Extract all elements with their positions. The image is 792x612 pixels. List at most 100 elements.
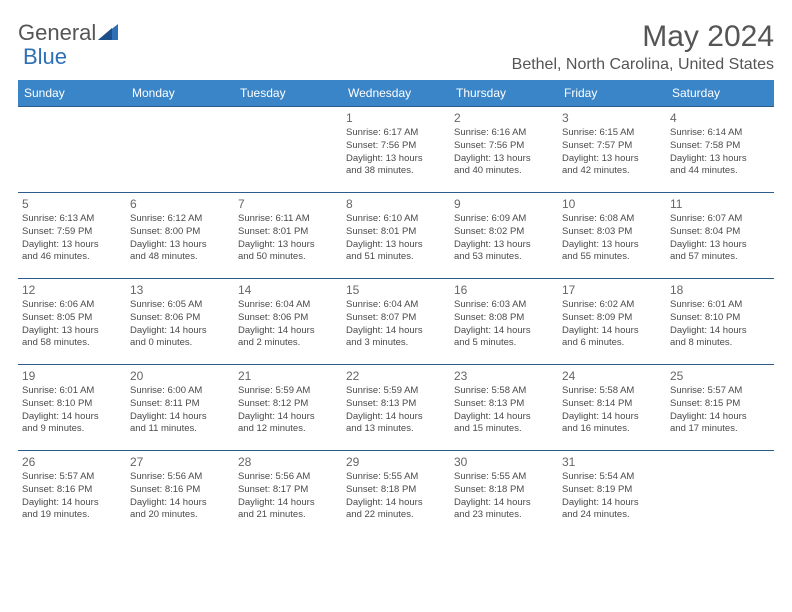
day-info: Sunrise: 5:55 AMSunset: 8:18 PMDaylight:…: [454, 471, 554, 522]
day-header: Wednesday: [342, 80, 450, 107]
calendar-day-cell: 13 Sunrise: 6:05 AMSunset: 8:06 PMDayligh…: [126, 279, 234, 365]
day-number: 31: [562, 455, 662, 469]
calendar-day-cell: 23Sunrise: 5:58 AMSunset: 8:13 PMDayligh…: [450, 365, 558, 451]
calendar-day-cell: 30 Sunrise: 5:55 AMSunset: 8:18 PMDayligh…: [450, 451, 558, 537]
day-number: 25: [670, 369, 770, 383]
logo-text-blue: Blue: [23, 44, 67, 70]
day-info: Sunrise: 6:00 AMSunset: 8:11 PMDaylight:…: [130, 385, 230, 436]
day-number: 12: [22, 283, 122, 297]
day-info: Sunrise: 6:15 AMSunset: 7:57 PMDaylight:…: [562, 127, 662, 178]
header: General May 2024 Bethel, North Carolina,…: [18, 20, 774, 74]
calendar-day-cell: 4 Sunrise: 6:14 AMSunset: 7:58 PMDaylight…: [666, 107, 774, 193]
calendar-day-cell: 15 Sunrise: 6:04 AMSunset: 8:07 PMDayligh…: [342, 279, 450, 365]
day-info: Sunrise: 6:03 AMSunset: 8:08 PMDaylight:…: [454, 299, 554, 350]
day-header: Thursday: [450, 80, 558, 107]
day-info: Sunrise: 6:01 AMSunset: 8:10 PMDaylight:…: [22, 385, 122, 436]
calendar-week-row: 1 Sunrise: 6:17 AMSunset: 7:56 PMDaylight…: [18, 107, 774, 193]
calendar-week-row: 19 Sunrise: 6:01 AMSunset: 8:10 PMDayligh…: [18, 365, 774, 451]
day-number: 10: [562, 197, 662, 211]
day-number: 5: [22, 197, 122, 211]
day-info: Sunrise: 6:02 AMSunset: 8:09 PMDaylight:…: [562, 299, 662, 350]
day-number: 18: [670, 283, 770, 297]
calendar-day-cell: 1 Sunrise: 6:17 AMSunset: 7:56 PMDaylight…: [342, 107, 450, 193]
calendar-day-cell: 20 Sunrise: 6:00 AMSunset: 8:11 PMDayligh…: [126, 365, 234, 451]
day-number: 3: [562, 111, 662, 125]
calendar-day-cell: 17Sunrise: 6:02 AMSunset: 8:09 PMDayligh…: [558, 279, 666, 365]
calendar-day-cell: 12 Sunrise: 6:06 AMSunset: 8:05 PMDayligh…: [18, 279, 126, 365]
calendar-day-cell: 5 Sunrise: 6:13 AMSunset: 7:59 PMDaylight…: [18, 193, 126, 279]
calendar-empty-cell: [234, 107, 342, 193]
day-info: Sunrise: 6:07 AMSunset: 8:04 PMDaylight:…: [670, 213, 770, 264]
day-number: 13: [130, 283, 230, 297]
day-info: Sunrise: 5:57 AMSunset: 8:15 PMDaylight:…: [670, 385, 770, 436]
day-number: 30: [454, 455, 554, 469]
day-info: Sunrise: 6:14 AMSunset: 7:58 PMDaylight:…: [670, 127, 770, 178]
day-info: Sunrise: 6:06 AMSunset: 8:05 PMDaylight:…: [22, 299, 122, 350]
day-info: Sunrise: 6:04 AMSunset: 8:06 PMDaylight:…: [238, 299, 338, 350]
day-number: 2: [454, 111, 554, 125]
calendar-day-cell: 9 Sunrise: 6:09 AMSunset: 8:02 PMDaylight…: [450, 193, 558, 279]
day-number: 16: [454, 283, 554, 297]
day-info: Sunrise: 5:56 AMSunset: 8:17 PMDaylight:…: [238, 471, 338, 522]
day-number: 20: [130, 369, 230, 383]
day-number: 8: [346, 197, 446, 211]
day-number: 4: [670, 111, 770, 125]
day-number: 7: [238, 197, 338, 211]
calendar-day-cell: 7Sunrise: 6:11 AMSunset: 8:01 PMDaylight…: [234, 193, 342, 279]
day-header: Friday: [558, 80, 666, 107]
day-number: 14: [238, 283, 338, 297]
day-info: Sunrise: 6:05 AMSunset: 8:06 PMDaylight:…: [130, 299, 230, 350]
calendar-day-cell: 28Sunrise: 5:56 AMSunset: 8:17 PMDayligh…: [234, 451, 342, 537]
calendar-day-cell: 27Sunrise: 5:56 AMSunset: 8:16 PMDayligh…: [126, 451, 234, 537]
calendar-week-row: 26 Sunrise: 5:57 AMSunset: 8:16 PMDayligh…: [18, 451, 774, 537]
day-info: Sunrise: 6:13 AMSunset: 7:59 PMDaylight:…: [22, 213, 122, 264]
day-number: 11: [670, 197, 770, 211]
day-info: Sunrise: 5:54 AMSunset: 8:19 PMDaylight:…: [562, 471, 662, 522]
logo-text-general: General: [18, 20, 96, 46]
day-info: Sunrise: 5:59 AMSunset: 8:12 PMDaylight:…: [238, 385, 338, 436]
calendar-day-cell: 21 Sunrise: 5:59 AMSunset: 8:12 PMDayligh…: [234, 365, 342, 451]
calendar-day-cell: 6 Sunrise: 6:12 AMSunset: 8:00 PMDaylight…: [126, 193, 234, 279]
day-info: Sunrise: 6:09 AMSunset: 8:02 PMDaylight:…: [454, 213, 554, 264]
calendar-day-cell: 14 Sunrise: 6:04 AMSunset: 8:06 PMDayligh…: [234, 279, 342, 365]
calendar-day-cell: 10 Sunrise: 6:08 AMSunset: 8:03 PMDayligh…: [558, 193, 666, 279]
location-text: Bethel, North Carolina, United States: [512, 56, 774, 74]
calendar-day-cell: 18 Sunrise: 6:01 AMSunset: 8:10 PMDayligh…: [666, 279, 774, 365]
day-number: 9: [454, 197, 554, 211]
day-number: 19: [22, 369, 122, 383]
calendar-day-cell: 11 Sunrise: 6:07 AMSunset: 8:04 PMDayligh…: [666, 193, 774, 279]
day-info: Sunrise: 5:59 AMSunset: 8:13 PMDaylight:…: [346, 385, 446, 436]
day-info: Sunrise: 5:55 AMSunset: 8:18 PMDaylight:…: [346, 471, 446, 522]
day-number: 22: [346, 369, 446, 383]
calendar-table: SundayMondayTuesdayWednesdayThursdayFrid…: [18, 80, 774, 537]
calendar-week-row: 12 Sunrise: 6:06 AMSunset: 8:05 PMDayligh…: [18, 279, 774, 365]
day-info: Sunrise: 5:57 AMSunset: 8:16 PMDaylight:…: [22, 471, 122, 522]
day-header: Monday: [126, 80, 234, 107]
day-info: Sunrise: 6:01 AMSunset: 8:10 PMDaylight:…: [670, 299, 770, 350]
day-header: Tuesday: [234, 80, 342, 107]
day-info: Sunrise: 6:08 AMSunset: 8:03 PMDaylight:…: [562, 213, 662, 264]
day-info: Sunrise: 6:16 AMSunset: 7:56 PMDaylight:…: [454, 127, 554, 178]
logo: General: [18, 20, 120, 46]
day-header-row: SundayMondayTuesdayWednesdayThursdayFrid…: [18, 80, 774, 107]
calendar-day-cell: 8 Sunrise: 6:10 AMSunset: 8:01 PMDaylight…: [342, 193, 450, 279]
day-number: 26: [22, 455, 122, 469]
calendar-day-cell: 3 Sunrise: 6:15 AMSunset: 7:57 PMDaylight…: [558, 107, 666, 193]
day-number: 15: [346, 283, 446, 297]
calendar-day-cell: 31 Sunrise: 5:54 AMSunset: 8:19 PMDayligh…: [558, 451, 666, 537]
calendar-day-cell: 22 Sunrise: 5:59 AMSunset: 8:13 PMDayligh…: [342, 365, 450, 451]
day-info: Sunrise: 6:12 AMSunset: 8:00 PMDaylight:…: [130, 213, 230, 264]
title-block: May 2024 Bethel, North Carolina, United …: [512, 20, 774, 74]
day-number: 21: [238, 369, 338, 383]
day-info: Sunrise: 6:17 AMSunset: 7:56 PMDaylight:…: [346, 127, 446, 178]
calendar-day-cell: 19 Sunrise: 6:01 AMSunset: 8:10 PMDayligh…: [18, 365, 126, 451]
day-number: 29: [346, 455, 446, 469]
day-number: 6: [130, 197, 230, 211]
day-info: Sunrise: 6:10 AMSunset: 8:01 PMDaylight:…: [346, 213, 446, 264]
day-info: Sunrise: 6:04 AMSunset: 8:07 PMDaylight:…: [346, 299, 446, 350]
calendar-week-row: 5 Sunrise: 6:13 AMSunset: 7:59 PMDaylight…: [18, 193, 774, 279]
day-info: Sunrise: 5:58 AMSunset: 8:13 PMDaylight:…: [454, 385, 554, 436]
calendar-day-cell: 25 Sunrise: 5:57 AMSunset: 8:15 PMDayligh…: [666, 365, 774, 451]
day-info: Sunrise: 5:56 AMSunset: 8:16 PMDaylight:…: [130, 471, 230, 522]
day-number: 1: [346, 111, 446, 125]
